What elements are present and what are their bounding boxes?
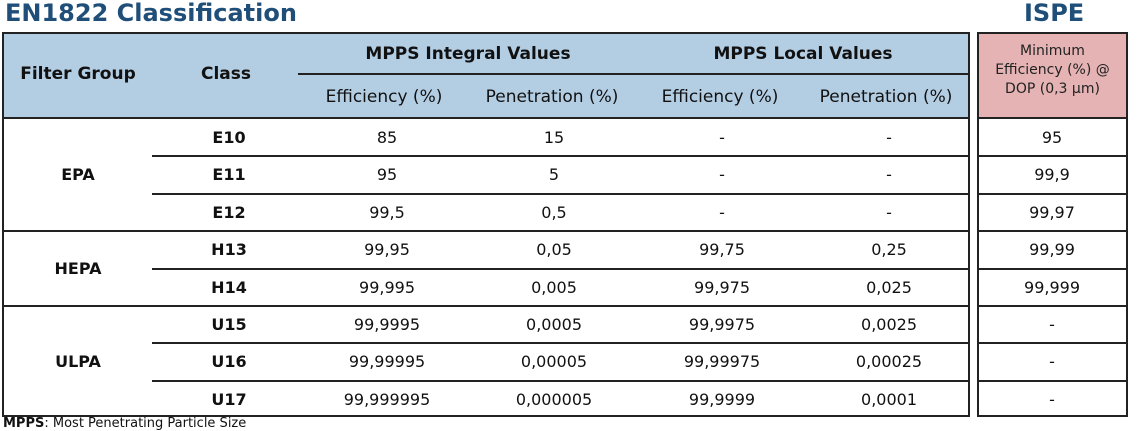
class-cell: U15: [211, 315, 247, 334]
ispe-row-divider: [979, 379, 1126, 382]
local-efficiency-cell: -: [719, 128, 725, 147]
class-cell: E10: [212, 128, 246, 147]
header-class: Class: [200, 64, 252, 84]
integral-penetration-cell: 15: [543, 128, 565, 147]
integral-efficiency-cell: 99,5: [369, 202, 405, 222]
local-efficiency-cell: -: [719, 202, 725, 222]
ispe-efficiency-cell: 99,97: [1029, 202, 1075, 222]
row-divider: [152, 379, 970, 382]
row-divider: [152, 192, 970, 195]
local-penetration-cell: 0,025: [866, 277, 912, 297]
class-cell: H14: [211, 277, 247, 297]
ispe-row-divider: [979, 192, 1126, 195]
header-integral-efficiency: Efficiency (%): [325, 87, 443, 107]
local-efficiency-cell: -: [719, 165, 725, 185]
integral-penetration-cell: 0,000005: [515, 389, 593, 409]
integral-penetration-cell: 0,05: [536, 240, 572, 260]
header-filter-group: Filter Group: [20, 64, 136, 84]
row-divider: [4, 230, 970, 233]
ispe-header: Minimum Efficiency (%) @ DOP (0,3 µm): [979, 34, 1126, 119]
row-divider: [152, 342, 970, 345]
local-penetration-cell: 0,25: [871, 240, 907, 260]
local-penetration-cell: -: [886, 128, 892, 147]
integral-penetration-cell: 0,0005: [526, 315, 582, 334]
filter-group-cell: EPA: [61, 165, 95, 185]
ispe-table: Minimum Efficiency (%) @ DOP (0,3 µm) 95…: [977, 32, 1128, 417]
page-title: EN1822 Classification: [5, 0, 297, 27]
local-efficiency-cell: 99,9975: [688, 315, 756, 334]
integral-penetration-cell: 5: [548, 165, 560, 185]
integral-efficiency-cell: 99,95: [364, 240, 410, 260]
row-divider: [152, 155, 970, 158]
ispe-row-divider: [979, 342, 1126, 345]
class-cell: H13: [211, 240, 247, 260]
ispe-efficiency-cell: -: [1049, 315, 1055, 334]
local-efficiency-cell: 99,75: [699, 240, 745, 260]
ispe-efficiency-cell: 95: [1041, 128, 1063, 147]
ispe-efficiency-cell: 99,9: [1034, 165, 1070, 185]
ispe-efficiency-cell: -: [1049, 352, 1055, 372]
local-penetration-cell: 0,0001: [861, 389, 917, 409]
ispe-efficiency-cell: 99,999: [1024, 277, 1080, 297]
ispe-row-divider: [979, 155, 1126, 158]
integral-penetration-cell: 0,5: [541, 202, 567, 222]
header-local-efficiency: Efficiency (%): [661, 87, 779, 107]
local-penetration-cell: 0,0025: [861, 315, 917, 334]
local-efficiency-cell: 99,99975: [683, 352, 761, 372]
integral-efficiency-cell: 99,995: [359, 277, 415, 297]
ispe-row-divider: [979, 267, 1126, 270]
class-cell: U17: [211, 389, 247, 409]
row-divider: [4, 305, 970, 307]
ispe-efficiency-cell: 99,99: [1029, 240, 1075, 260]
local-penetration-cell: -: [886, 165, 892, 185]
integral-efficiency-cell: 99,999995: [343, 389, 431, 409]
classification-table: Filter Group Class MPPS Integral Values …: [2, 32, 970, 417]
local-penetration-cell: -: [886, 202, 892, 222]
filter-group-cell: ULPA: [55, 352, 101, 372]
integral-efficiency-cell: 85: [376, 128, 398, 147]
header-divider: [298, 73, 970, 75]
integral-penetration-cell: 0,005: [531, 277, 577, 297]
header-integral-penetration: Penetration (%): [485, 87, 619, 107]
filter-group-cell: HEPA: [54, 258, 102, 278]
integral-penetration-cell: 0,00005: [520, 352, 588, 372]
row-divider: [152, 267, 970, 270]
integral-efficiency-cell: 99,99995: [348, 352, 426, 372]
header-mpps-integral: MPPS Integral Values: [365, 44, 571, 64]
class-cell: U16: [211, 352, 247, 372]
footnote-text: : Most Penetrating Particle Size: [44, 416, 247, 431]
local-efficiency-cell: 99,9999: [688, 389, 756, 409]
ispe-header-line: Efficiency (%) @: [995, 62, 1110, 78]
class-cell: E11: [212, 165, 246, 185]
ispe-row-divider: [979, 230, 1126, 233]
integral-efficiency-cell: 99,9995: [353, 315, 421, 334]
header-local-penetration: Penetration (%): [819, 87, 953, 107]
ispe-header-line: Minimum: [1020, 43, 1085, 59]
footnote: MPPS: Most Penetrating Particle Size: [3, 416, 246, 431]
ispe-header-line: DOP (0,3 µm): [1005, 81, 1100, 97]
integral-efficiency-cell: 95: [376, 165, 398, 185]
ispe-efficiency-cell: -: [1049, 389, 1055, 409]
ispe-title: ISPE: [1024, 0, 1085, 27]
local-penetration-cell: 0,00025: [855, 352, 923, 372]
header-mpps-local: MPPS Local Values: [713, 44, 893, 64]
ispe-header-text: Minimum Efficiency (%) @ DOP (0,3 µm): [979, 42, 1126, 99]
local-efficiency-cell: 99,975: [694, 277, 750, 297]
footnote-abbr: MPPS: [3, 416, 45, 431]
table-header: Filter Group Class MPPS Integral Values …: [4, 34, 970, 119]
class-cell: E12: [212, 202, 246, 222]
ispe-row-divider: [979, 305, 1126, 307]
